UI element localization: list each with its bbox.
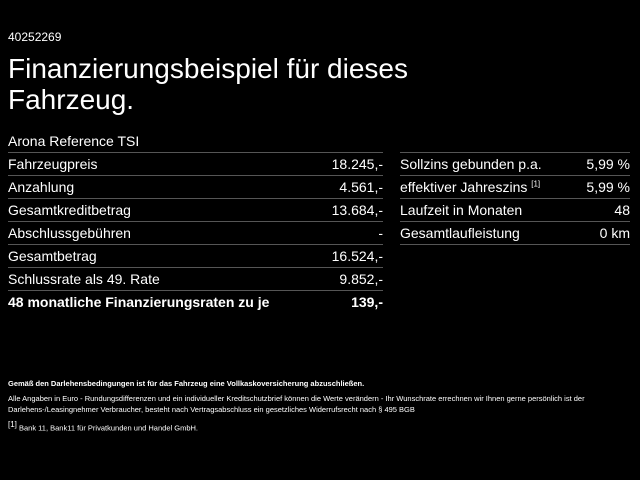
right-table: Sollzins gebunden p.a. 5,99 % effektiver …: [400, 152, 630, 245]
row: Schlussrate als 49. Rate 9.852,-: [8, 267, 383, 290]
footnote-ref: [1]: [8, 420, 17, 429]
value: 0 km: [599, 225, 630, 241]
label: Sollzins gebunden p.a.: [400, 156, 542, 172]
value: 5,99 %: [586, 179, 630, 195]
row: Gesamtkreditbetrag 13.684,-: [8, 198, 383, 221]
label: effektiver Jahreszins: [400, 179, 528, 195]
row: Abschlussgebühren -: [8, 221, 383, 244]
value: 18.245,-: [331, 156, 383, 172]
row: Gesamtlaufleistung 0 km: [400, 221, 630, 245]
label: Gesamtlaufleistung: [400, 225, 520, 241]
value: 48: [614, 202, 630, 218]
value: 4.561,-: [339, 179, 383, 195]
row: effektiver Jahreszins [1] 5,99 %: [400, 175, 630, 198]
model: Arona Reference TSI: [8, 133, 140, 149]
label: 48 monatliche Finanzierungsraten zu je: [8, 294, 270, 310]
label: Abschlussgebühren: [8, 225, 131, 241]
bank-note: [1] Bank 11, Bank11 für Privatkunden und…: [8, 419, 633, 434]
bank: Bank 11, Bank11 für Privatkunden und Han…: [19, 423, 198, 433]
row: Sollzins gebunden p.a. 5,99 %: [400, 152, 630, 175]
label: Fahrzeugpreis: [8, 156, 98, 172]
value: 139,-: [351, 294, 383, 310]
row: Gesamtbetrag 16.524,-: [8, 244, 383, 267]
label: Anzahlung: [8, 179, 75, 195]
value: 5,99 %: [586, 156, 630, 172]
footnote-ref: [1]: [531, 179, 541, 189]
label: Schlussrate als 49. Rate: [8, 271, 160, 287]
value: 13.684,-: [331, 202, 383, 218]
title: Finanzierungsbeispiel für dieses Fahrzeu…: [8, 53, 408, 115]
row: 48 monatliche Finanzierungsraten zu je 13…: [8, 290, 383, 313]
label: Gesamtbetrag: [8, 248, 97, 264]
insurance-note: Gemäß den Darlehensbedingungen ist für d…: [8, 379, 365, 388]
label: Gesamtkreditbetrag: [8, 202, 131, 218]
row: Anzahlung 4.561,-: [8, 175, 383, 198]
label-wrap: effektiver Jahreszins [1]: [400, 179, 540, 195]
left-table: Fahrzeugpreis 18.245,- Anzahlung 4.561,- G…: [8, 152, 383, 313]
vehicle-id: 40252269: [8, 30, 62, 44]
label: Laufzeit in Monaten: [400, 202, 523, 218]
value: -: [378, 225, 383, 241]
row: Laufzeit in Monaten 48: [400, 198, 630, 221]
disclaimer: Alle Angaben in Euro - Rundungsdifferenz…: [8, 394, 585, 414]
value: 9.852,-: [339, 271, 383, 287]
row: Fahrzeugpreis 18.245,-: [8, 152, 383, 175]
value: 16.524,-: [331, 248, 383, 264]
